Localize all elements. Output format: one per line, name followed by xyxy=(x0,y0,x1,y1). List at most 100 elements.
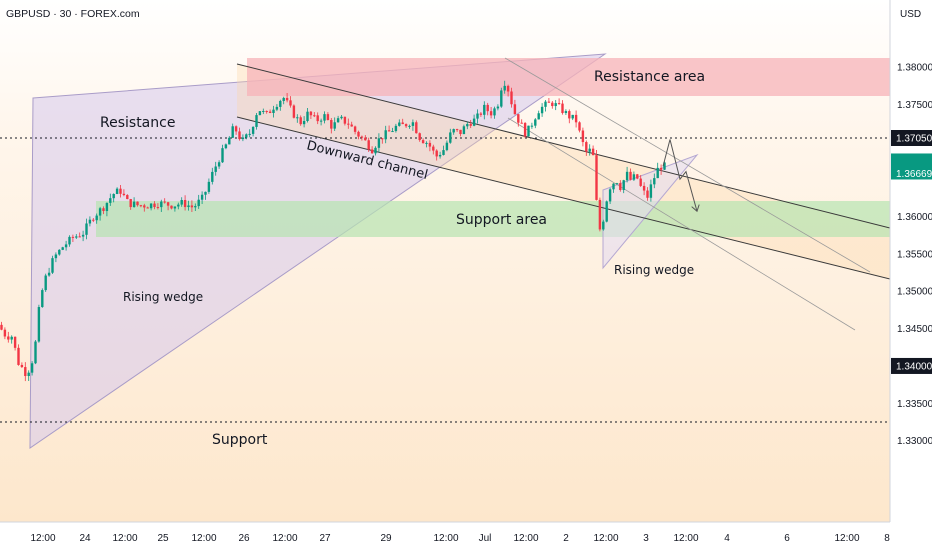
symbol-header[interactable]: GBPUSD · 30 · FOREX.com xyxy=(6,8,140,20)
y-tick-label-5: 1.35500 xyxy=(897,249,932,260)
candle-body-114 xyxy=(387,130,391,132)
candle-body-90 xyxy=(306,111,309,121)
candle-body-58 xyxy=(197,199,200,207)
candle-body-105 xyxy=(357,131,360,137)
candle-body-150 xyxy=(510,91,513,105)
candle-body-17 xyxy=(58,249,61,255)
x-tick-label-10: Jul xyxy=(479,533,492,544)
candle-body-71 xyxy=(241,137,245,140)
candle-body-161 xyxy=(547,101,551,103)
channel-lower-line xyxy=(236,116,891,280)
candle-body-166 xyxy=(564,111,568,114)
x-tick-label-3: 25 xyxy=(157,533,169,544)
candle-body-95 xyxy=(323,114,326,121)
y-tick-label-1: 1.37500 xyxy=(897,100,932,111)
candle-body-11 xyxy=(37,307,41,342)
candle-body-151 xyxy=(513,104,517,115)
candle-body-19 xyxy=(64,244,68,248)
support-zone xyxy=(96,201,890,237)
price-countdown: 13:46 xyxy=(896,181,921,192)
rising-wedge-right-label: Rising wedge xyxy=(614,263,694,277)
y-tick-label-10: 1.33000 xyxy=(897,436,932,447)
candle-body-30 xyxy=(102,208,105,212)
candle-body-106 xyxy=(360,136,364,138)
candle-body-104 xyxy=(353,126,357,132)
candle-body-181 xyxy=(615,183,619,185)
y-tick-label-7: 1.34500 xyxy=(897,324,932,335)
candle-body-51 xyxy=(173,206,177,209)
candle-body-158 xyxy=(537,113,540,120)
candle-body-109 xyxy=(370,149,374,154)
candle-body-47 xyxy=(160,201,163,208)
candle-body-42 xyxy=(143,205,146,208)
candle-body-28 xyxy=(95,215,98,221)
candle-body-124 xyxy=(421,140,425,144)
current-price-value: 1.36669 xyxy=(896,169,932,180)
candle-body-153 xyxy=(520,122,523,124)
candle-body-164 xyxy=(557,103,561,105)
y-tick-badge-2 xyxy=(891,130,932,146)
candle-body-174 xyxy=(591,148,595,156)
x-tick-label-16: 4 xyxy=(724,533,730,544)
candle-body-84 xyxy=(285,97,289,101)
candle-body-112 xyxy=(381,138,384,140)
projection-path xyxy=(662,139,697,211)
x-tick-label-5: 26 xyxy=(238,533,250,544)
candle-body-86 xyxy=(292,105,296,118)
candle-body-20 xyxy=(68,236,71,245)
candle-body-195 xyxy=(663,162,666,170)
candle-body-137 xyxy=(466,124,469,127)
price-axis-panel[interactable] xyxy=(890,0,932,550)
candle-body-81 xyxy=(275,106,279,110)
candle-body-100 xyxy=(340,116,343,119)
candle-body-171 xyxy=(581,130,585,143)
y-tick-label-2: 1.37050 xyxy=(896,134,932,145)
candle-body-132 xyxy=(449,132,452,143)
candle-body-62 xyxy=(211,171,214,182)
candle-body-39 xyxy=(132,201,136,208)
candle-body-191 xyxy=(649,184,653,198)
candle-body-89 xyxy=(302,120,306,125)
candle-body-184 xyxy=(625,171,629,181)
candle-body-29 xyxy=(98,208,102,216)
candle-body-43 xyxy=(146,207,149,209)
candle-body-102 xyxy=(347,123,350,125)
diagonal-line-1 xyxy=(504,57,871,273)
candle-body-73 xyxy=(248,133,251,135)
candle-body-133 xyxy=(452,129,455,133)
candle-body-22 xyxy=(75,236,78,238)
candle-body-60 xyxy=(204,191,207,195)
x-tick-label-19: 8 xyxy=(884,533,890,544)
candle-body-128 xyxy=(435,150,438,157)
candle-body-111 xyxy=(377,138,381,148)
candle-body-92 xyxy=(313,115,316,117)
candles-group xyxy=(0,80,666,382)
channel-upper-line xyxy=(236,63,891,229)
candle-body-176 xyxy=(598,199,602,230)
resistance-area-label: Resistance area xyxy=(594,69,705,85)
candle-body-50 xyxy=(170,205,173,209)
candle-body-1 xyxy=(3,329,7,337)
candle-body-59 xyxy=(200,194,204,200)
candle-body-6 xyxy=(20,364,24,368)
candle-body-129 xyxy=(438,154,442,157)
candle-body-7 xyxy=(24,367,27,377)
candle-body-96 xyxy=(326,114,330,120)
candle-body-108 xyxy=(367,140,370,150)
candle-body-169 xyxy=(574,114,578,123)
candle-body-61 xyxy=(207,181,211,192)
y-tick-label-6: 1.35000 xyxy=(897,287,932,298)
candle-body-34 xyxy=(115,188,119,194)
candle-body-41 xyxy=(139,205,143,207)
resistance-label: Resistance xyxy=(100,115,175,131)
time-axis-panel[interactable] xyxy=(0,522,932,550)
candle-body-77 xyxy=(262,110,265,112)
candle-body-78 xyxy=(265,110,268,112)
x-tick-label-6: 12:00 xyxy=(272,533,297,544)
candle-body-127 xyxy=(432,146,435,151)
candle-body-175 xyxy=(595,155,598,200)
diagonal-line-2 xyxy=(507,117,856,331)
candle-body-122 xyxy=(415,122,418,134)
candle-body-170 xyxy=(578,122,581,131)
